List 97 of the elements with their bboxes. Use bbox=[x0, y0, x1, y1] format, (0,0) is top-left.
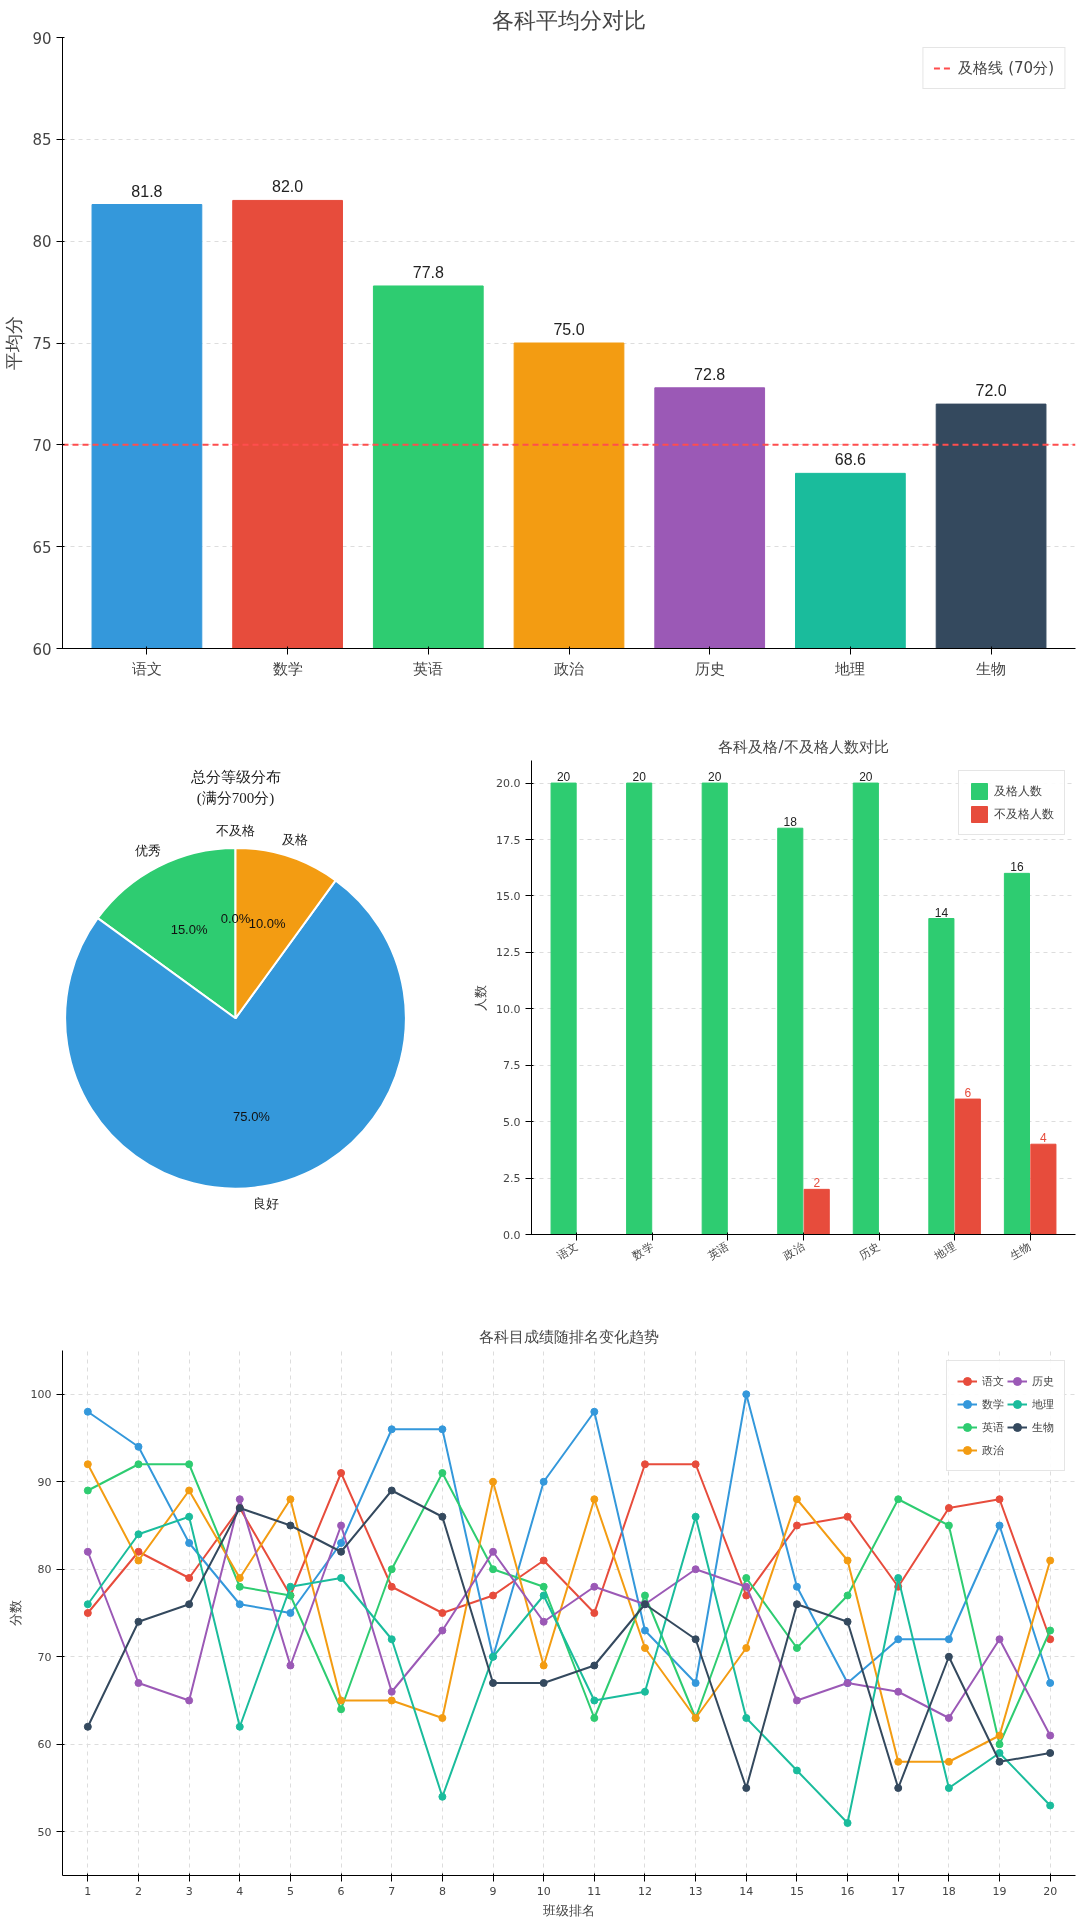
x-tick-label: 7 bbox=[388, 1884, 396, 1898]
x-tick-label: 16 bbox=[840, 1884, 855, 1898]
y-tick-label: 50 bbox=[37, 1825, 52, 1839]
legend-label: 生物 bbox=[1032, 1419, 1054, 1435]
x-tick-label: 3 bbox=[185, 1884, 193, 1898]
y-tick-label: 90 bbox=[32, 29, 52, 48]
data-label: 75.0 bbox=[553, 321, 585, 338]
y-tick-label: 75 bbox=[32, 335, 52, 353]
x-tick-label: 18 bbox=[941, 1884, 956, 1898]
category-label: 不及格 bbox=[216, 822, 255, 838]
x-axis-title: 班级排名 bbox=[543, 1902, 595, 1918]
data-label: 20 bbox=[859, 770, 873, 785]
x-tick-label: 英语 bbox=[413, 659, 444, 678]
legend-label: 数学 bbox=[982, 1396, 1004, 1412]
data-label: 72.8 bbox=[694, 365, 726, 383]
data-label: 20 bbox=[556, 770, 571, 785]
x-tick-label: 语文 bbox=[554, 1239, 581, 1263]
x-tick-label: 15 bbox=[789, 1884, 804, 1898]
slice-label: 优秀 bbox=[135, 843, 162, 859]
x-tick-label: 9 bbox=[489, 1884, 497, 1898]
legend-label: 及格人数 bbox=[994, 782, 1042, 800]
data-label: 6 bbox=[964, 1086, 972, 1101]
y-tick-label: 17.5 bbox=[496, 833, 521, 847]
data-label: 82.0 bbox=[272, 178, 304, 196]
data-label: 77.8 bbox=[412, 263, 444, 281]
legend-label: 政治 bbox=[982, 1442, 1004, 1458]
x-tick-label: 5 bbox=[286, 1884, 294, 1898]
x-tick-label: 政治 bbox=[554, 659, 584, 678]
legend-label: 地理 bbox=[1032, 1396, 1054, 1412]
data-label: 14 bbox=[934, 905, 949, 920]
x-tick-label: 历史 bbox=[856, 1239, 883, 1263]
data-label: 68.6 bbox=[834, 451, 867, 469]
y-tick-label: 80 bbox=[37, 1563, 52, 1577]
data-label: 75.0% bbox=[233, 1109, 271, 1125]
x-tick-label: 数学 bbox=[630, 1239, 656, 1263]
data-label: 18 bbox=[783, 815, 798, 830]
data-label: 81.8 bbox=[131, 182, 163, 200]
data-label: 15.0% bbox=[170, 921, 208, 937]
x-tick-label: 11 bbox=[587, 1884, 602, 1898]
y-tick-label: 20.0 bbox=[496, 777, 521, 791]
legend-label: 不及格人数 bbox=[994, 805, 1054, 823]
y-tick-label: 15.0 bbox=[496, 889, 521, 903]
y-tick-label: 12.5 bbox=[496, 946, 521, 960]
data-label: 2 bbox=[813, 1176, 821, 1191]
legend-label: 历史 bbox=[1032, 1373, 1054, 1389]
x-tick-label: 17 bbox=[891, 1884, 906, 1898]
x-tick-label: 生物 bbox=[1007, 1239, 1034, 1263]
x-tick-label: 10 bbox=[536, 1884, 551, 1898]
slice-label: 及格 bbox=[281, 832, 308, 848]
slice-label: 良好 bbox=[252, 1196, 279, 1212]
chart-title: 各科目成绩随排名变化趋势 bbox=[479, 1327, 659, 1346]
x-tick-label: 19 bbox=[992, 1884, 1007, 1898]
y-tick-label: 60 bbox=[32, 640, 52, 659]
y-tick-label: 80 bbox=[32, 233, 52, 252]
y-tick-label: 100 bbox=[30, 1388, 52, 1402]
x-tick-label: 语文 bbox=[131, 659, 162, 678]
y-axis-title: 分数 bbox=[7, 1600, 23, 1626]
x-tick-label: 13 bbox=[688, 1884, 703, 1898]
y-tick-label: 2.5 bbox=[503, 1172, 521, 1186]
data-label: 16 bbox=[1010, 860, 1024, 875]
legend-label: 英语 bbox=[982, 1419, 1004, 1435]
data-label: 20 bbox=[632, 770, 647, 785]
data-label: 4 bbox=[1040, 1131, 1048, 1146]
x-tick-label: 政治 bbox=[781, 1239, 807, 1263]
x-tick-label: 4 bbox=[236, 1884, 244, 1898]
x-tick-label: 生物 bbox=[976, 659, 1007, 678]
x-tick-label: 2 bbox=[134, 1884, 142, 1898]
y-tick-label: 0.0 bbox=[503, 1228, 521, 1242]
chart-title: 各科平均分对比 bbox=[492, 7, 646, 33]
x-tick-label: 1 bbox=[84, 1884, 92, 1898]
x-tick-label: 数学 bbox=[272, 659, 303, 678]
y-tick-label: 70 bbox=[37, 1650, 52, 1664]
data-label: 72.0 bbox=[975, 382, 1007, 400]
y-axis-title: 人数 bbox=[473, 984, 489, 1011]
y-tick-label: 65 bbox=[32, 538, 52, 557]
y-tick-label: 90 bbox=[37, 1475, 52, 1489]
y-axis-title: 平均分 bbox=[3, 316, 25, 370]
chart-title: 总分等级分布 (满分700分) bbox=[189, 768, 281, 808]
x-tick-label: 历史 bbox=[694, 659, 725, 678]
x-tick-label: 14 bbox=[739, 1884, 754, 1898]
y-tick-label: 7.5 bbox=[503, 1059, 521, 1073]
x-tick-label: 英语 bbox=[705, 1239, 732, 1263]
x-tick-label: 20 bbox=[1043, 1884, 1058, 1898]
chart-title: 各科及格/不及格人数对比 bbox=[718, 737, 889, 756]
x-tick-label: 12 bbox=[637, 1884, 652, 1898]
y-tick-label: 5.0 bbox=[503, 1115, 521, 1129]
legend-label: 及格线 (70分) bbox=[958, 58, 1054, 78]
x-tick-label: 地理 bbox=[834, 659, 866, 678]
x-tick-label: 地理 bbox=[931, 1239, 958, 1263]
data-label: 20 bbox=[708, 770, 722, 785]
y-tick-label: 10.0 bbox=[496, 1002, 521, 1016]
y-tick-label: 70 bbox=[32, 436, 52, 455]
y-tick-label: 60 bbox=[37, 1738, 52, 1752]
x-tick-label: 8 bbox=[438, 1884, 446, 1898]
legend-label: 语文 bbox=[982, 1373, 1004, 1389]
x-tick-label: 6 bbox=[337, 1884, 345, 1898]
y-tick-label: 85 bbox=[32, 131, 52, 150]
